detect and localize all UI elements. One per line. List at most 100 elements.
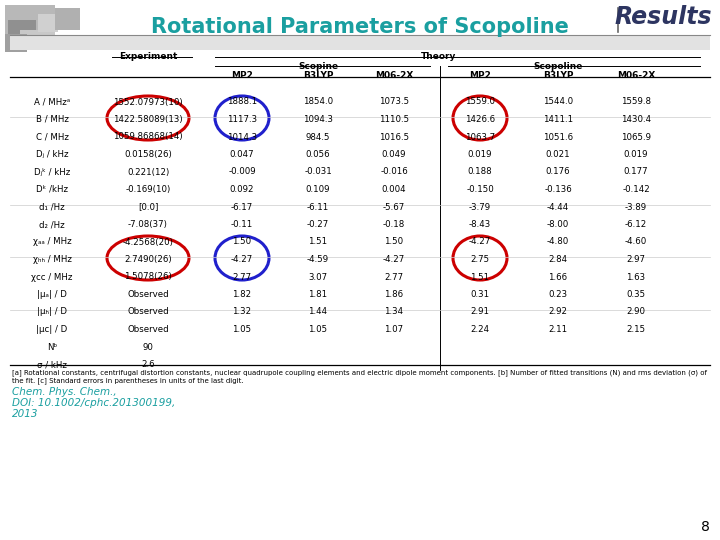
Text: 1.86: 1.86 [384,290,404,299]
Text: 1073.5: 1073.5 [379,98,409,106]
Text: -4.27: -4.27 [383,255,405,264]
Text: 1.32: 1.32 [233,307,251,316]
Text: 1.05: 1.05 [308,325,328,334]
Text: 1.05: 1.05 [233,325,251,334]
Text: 2.90: 2.90 [626,307,646,316]
Text: Results: Results [614,5,712,29]
Text: -6.17: -6.17 [231,202,253,212]
Text: 1.66: 1.66 [549,273,567,281]
Text: Theory: Theory [421,52,456,61]
Text: -0.18: -0.18 [383,220,405,229]
Text: 1110.5: 1110.5 [379,115,409,124]
Text: 2.77: 2.77 [233,273,251,281]
Text: M06-2X: M06-2X [617,71,655,80]
Text: 0.176: 0.176 [546,167,570,177]
Text: 1117.3: 1117.3 [227,115,257,124]
Text: 1.51: 1.51 [470,273,490,281]
Text: 2.24: 2.24 [470,325,490,334]
Text: 1422.58089(13): 1422.58089(13) [113,115,183,124]
Text: B3LYP: B3LYP [302,71,333,80]
Bar [8,20,36,40]
Text: -0.150: -0.150 [466,185,494,194]
Text: [a] Rotational constants, centrifugal distortion constants, nuclear quadrupole c: [a] Rotational constants, centrifugal di… [12,369,707,383]
Text: -7.08(37): -7.08(37) [128,220,168,229]
Text: Observed: Observed [127,325,168,334]
Text: 2.15: 2.15 [626,325,646,334]
Text: MP2: MP2 [469,71,491,80]
Text: 0.0158(26): 0.0158(26) [124,150,172,159]
Text: 1014.3: 1014.3 [227,132,257,141]
Text: B / MHz: B / MHz [35,115,68,124]
Text: χₕₕ / MHz: χₕₕ / MHz [32,255,71,264]
Text: Observed: Observed [127,307,168,316]
Text: |μₕ| / D: |μₕ| / D [37,307,67,316]
Text: 1430.4: 1430.4 [621,115,651,124]
Text: -3.79: -3.79 [469,202,491,212]
Text: Experiment: Experiment [119,52,177,61]
Text: 0.049: 0.049 [382,150,406,159]
Text: χᴄᴄ / MHz: χᴄᴄ / MHz [31,273,73,281]
Text: M06-2X: M06-2X [375,71,413,80]
Text: -8.00: -8.00 [547,220,569,229]
Bar [5,34,27,52]
Text: 2.84: 2.84 [549,255,567,264]
Text: -0.009: -0.009 [228,167,256,177]
Text: 1.5078(26): 1.5078(26) [124,273,172,281]
Text: Scopine: Scopine [298,62,338,71]
Text: 1065.9: 1065.9 [621,132,651,141]
Text: -4.27: -4.27 [231,255,253,264]
Text: 0.31: 0.31 [470,290,490,299]
Text: 0.221(12): 0.221(12) [127,167,169,177]
Text: 1.07: 1.07 [384,325,404,334]
Text: χₐₐ / MHz: χₐₐ / MHz [32,238,71,246]
Text: 1059.86868(14): 1059.86868(14) [113,132,183,141]
Text: 1426.6: 1426.6 [465,115,495,124]
Text: 1888.1: 1888.1 [227,98,257,106]
Text: 1.50: 1.50 [384,238,404,246]
Text: 0.019: 0.019 [624,150,648,159]
Text: d₂ /Hz: d₂ /Hz [39,220,65,229]
Text: 2.11: 2.11 [549,325,567,334]
Text: 2013: 2013 [12,409,38,419]
Text: MP2: MP2 [231,71,253,80]
Text: -0.169(10): -0.169(10) [125,185,171,194]
Text: 1.63: 1.63 [626,273,646,281]
Text: 0.019: 0.019 [468,150,492,159]
Text: 0.004: 0.004 [382,185,406,194]
Text: |μᴄ| / D: |μᴄ| / D [37,325,68,334]
Text: 1854.0: 1854.0 [303,98,333,106]
Text: Nᵇ: Nᵇ [47,342,57,352]
Text: 1411.1: 1411.1 [543,115,573,124]
Text: σ / kHz: σ / kHz [37,360,67,369]
Text: Scopoline: Scopoline [534,62,582,71]
Text: -4.59: -4.59 [307,255,329,264]
Bar [20,30,55,45]
Text: DOI: 10.1002/cphc.201300199,: DOI: 10.1002/cphc.201300199, [12,398,175,408]
Text: 2.77: 2.77 [384,273,404,281]
Text: -4.80: -4.80 [547,238,569,246]
Text: 2.6: 2.6 [141,360,155,369]
Text: |μₐ| / D: |μₐ| / D [37,290,67,299]
Text: -5.67: -5.67 [383,202,405,212]
Text: Dᵏ /kHz: Dᵏ /kHz [36,185,68,194]
Text: Rotational Parameters of Scopoline: Rotational Parameters of Scopoline [151,17,569,37]
Text: 1.50: 1.50 [233,238,251,246]
Text: -0.031: -0.031 [304,167,332,177]
Text: -4.27: -4.27 [469,238,491,246]
Text: Chem. Phys. Chem.,: Chem. Phys. Chem., [12,387,117,397]
Text: 0.056: 0.056 [306,150,330,159]
Text: 2.92: 2.92 [549,307,567,316]
Text: 1552.07973(10): 1552.07973(10) [113,98,183,106]
Bar [55,8,80,30]
Text: -0.11: -0.11 [231,220,253,229]
Text: -4.2568(20): -4.2568(20) [122,238,174,246]
Text: -0.27: -0.27 [307,220,329,229]
Text: A / MHzᵃ: A / MHzᵃ [34,98,70,106]
Text: -3.89: -3.89 [625,202,647,212]
Text: 3.07: 3.07 [308,273,328,281]
Text: 0.23: 0.23 [549,290,567,299]
Text: 8: 8 [701,520,710,534]
Text: Dⱼᵏ / kHz: Dⱼᵏ / kHz [34,167,70,177]
Text: 0.021: 0.021 [546,150,570,159]
Text: d₁ /Hz: d₁ /Hz [39,202,65,212]
